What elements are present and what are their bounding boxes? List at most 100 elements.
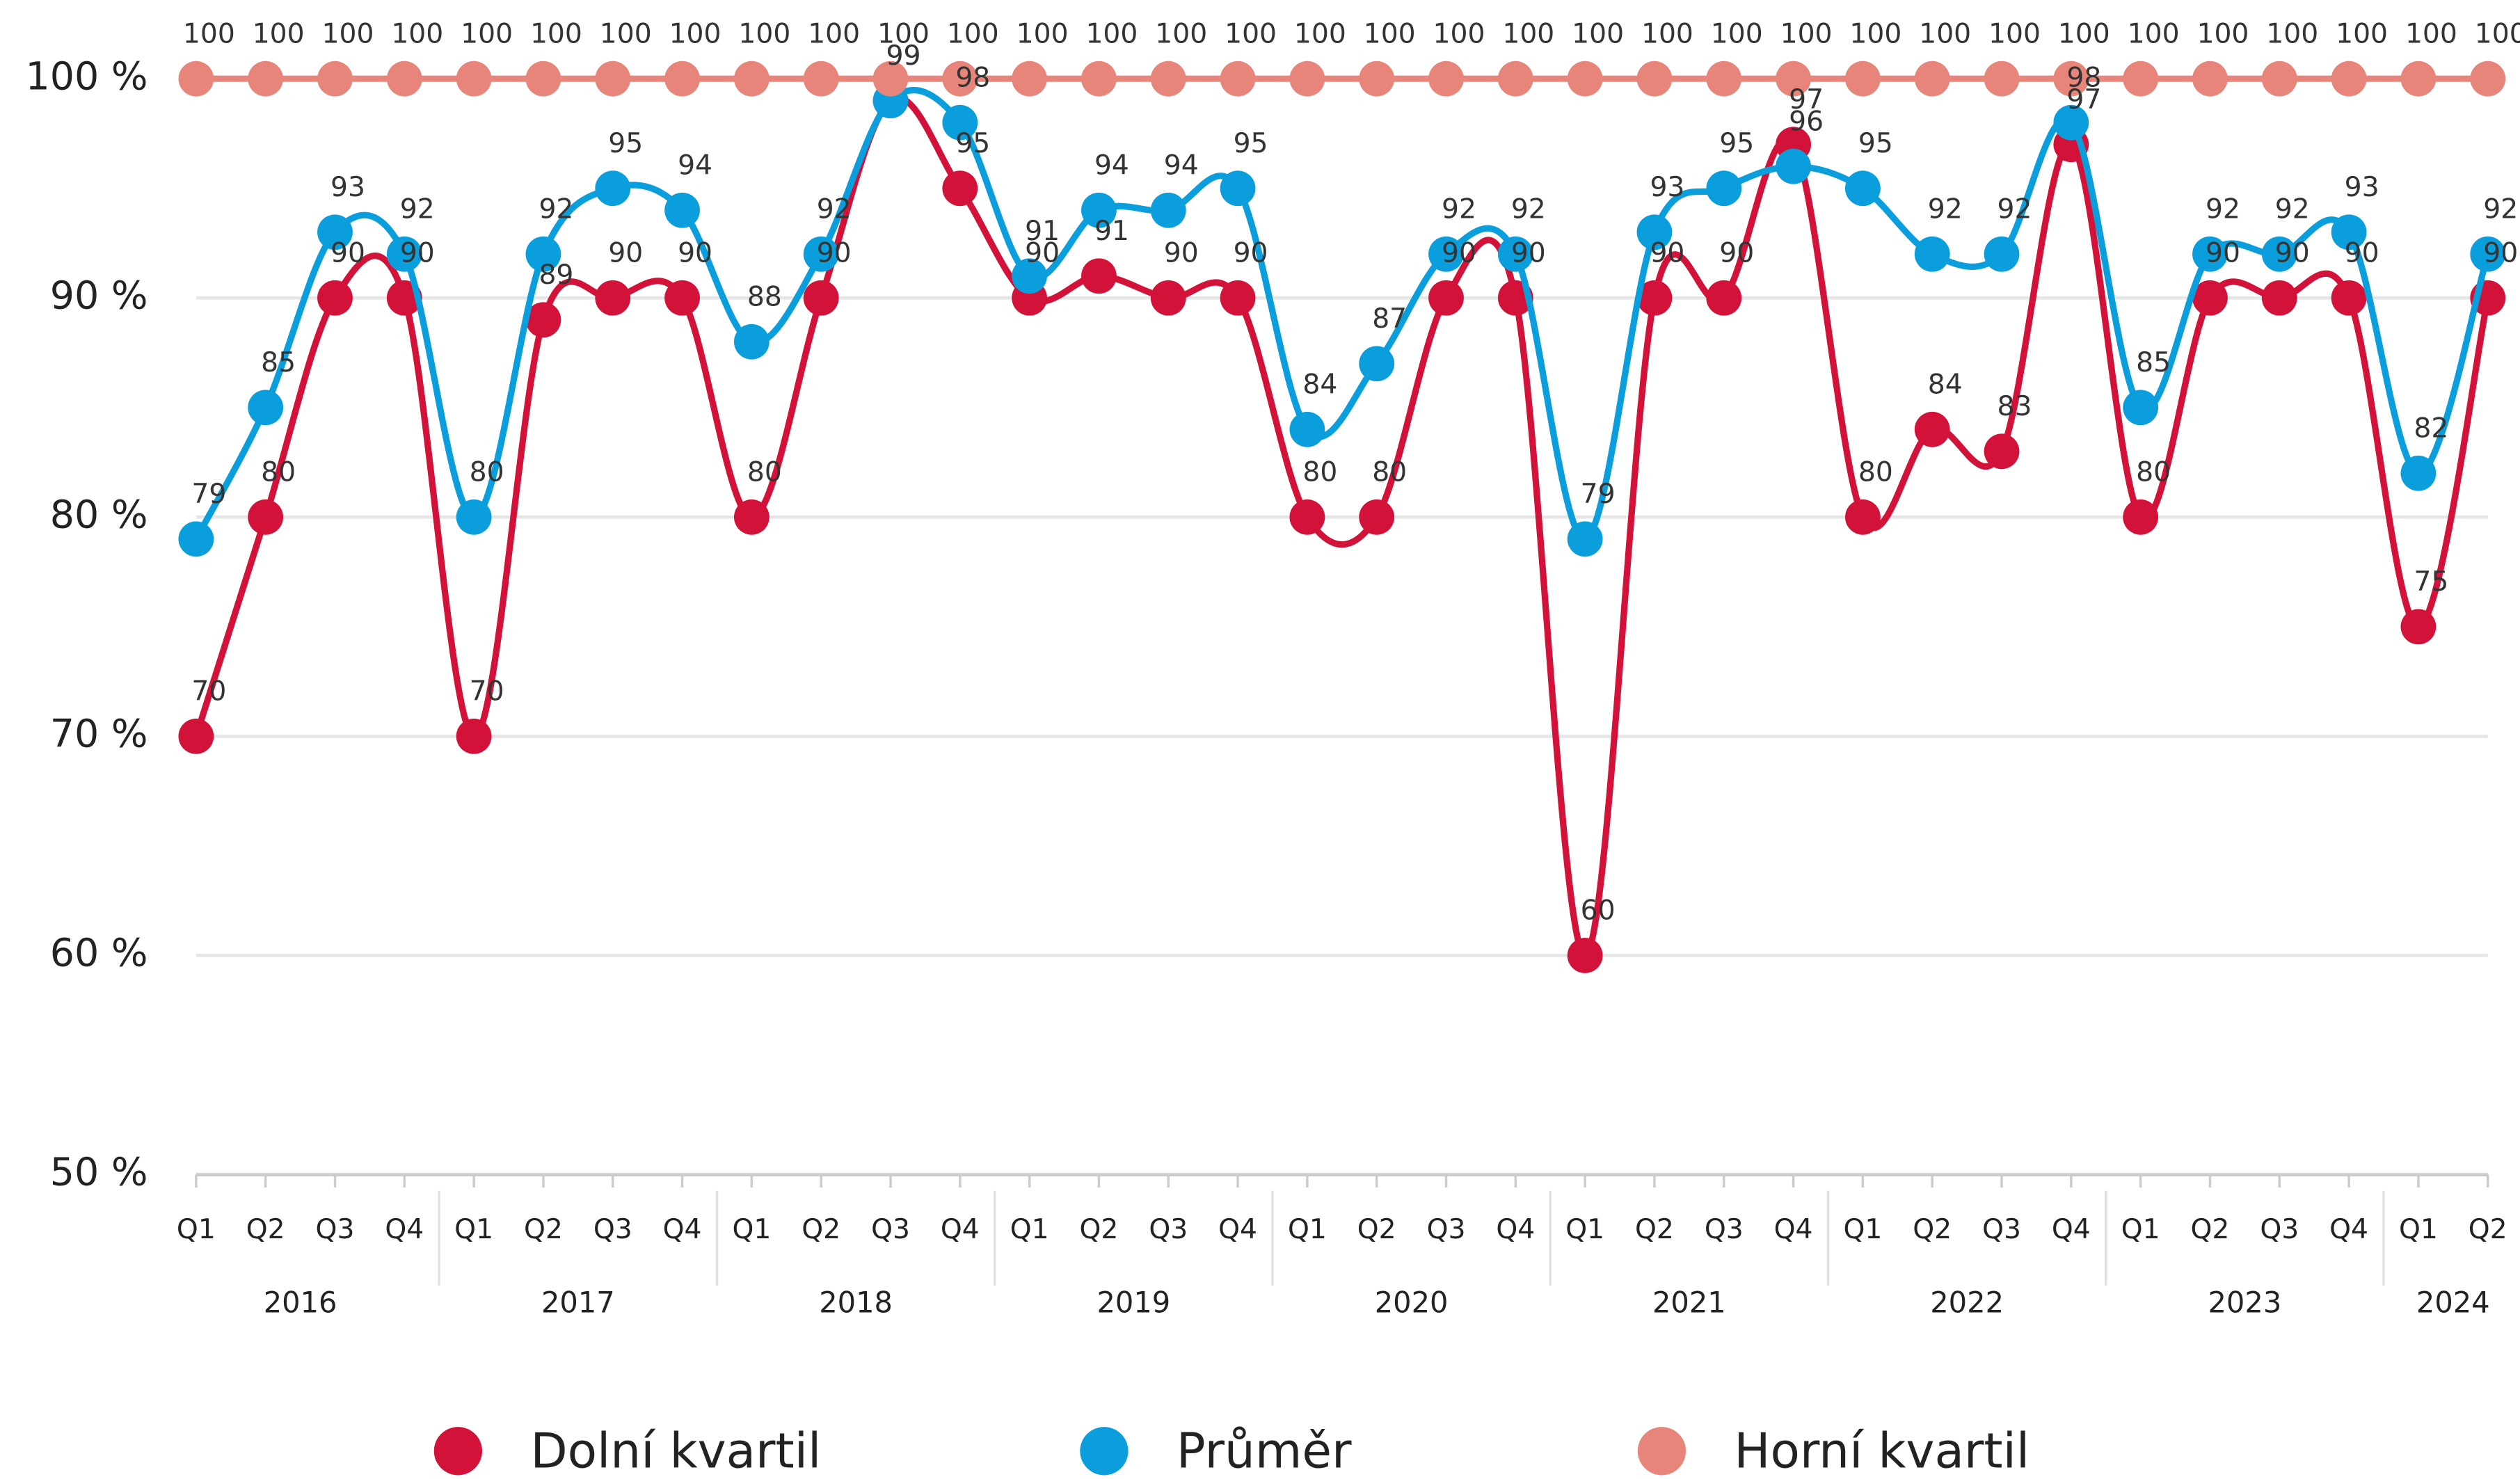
data-label: 100: [2128, 18, 2180, 49]
y-tick-label: 90 %: [50, 273, 148, 318]
data-label: 100: [1572, 18, 1624, 49]
data-point: [1636, 280, 1673, 316]
data-point: [1428, 280, 1464, 316]
data-point: [2261, 236, 2297, 272]
data-point: [1984, 433, 2020, 470]
data-point: [733, 61, 769, 97]
data-label: 100: [947, 18, 999, 49]
y-tick-label: 50 %: [50, 1151, 148, 1195]
data-label: 100: [322, 18, 374, 49]
data-point: [1220, 61, 1256, 97]
data-point: [1636, 214, 1673, 250]
data-point: [1289, 499, 1325, 535]
data-label: 92: [1511, 193, 1546, 225]
data-point: [803, 61, 839, 97]
data-point: [317, 280, 353, 316]
x-tick-label: Q3: [1427, 1214, 1466, 1245]
x-tick-label: Q4: [1218, 1214, 1257, 1245]
data-point: [1289, 411, 1325, 447]
data-label: 90: [1234, 237, 1268, 269]
data-label: 97: [2066, 84, 2101, 115]
year-label: 2017: [541, 1286, 615, 1320]
data-point: [2053, 61, 2089, 97]
data-label: 88: [747, 281, 782, 312]
x-tick-label: Q4: [941, 1214, 980, 1245]
data-point: [1776, 148, 1812, 184]
data-point: [1428, 236, 1464, 272]
x-tick-label: Q3: [1705, 1214, 1744, 1245]
data-label: 87: [1372, 303, 1407, 335]
data-label: 100: [2196, 18, 2249, 49]
data-point: [1359, 61, 1395, 97]
data-label: 82: [2414, 413, 2448, 444]
x-tick-label: Q3: [1149, 1214, 1188, 1245]
data-label: 90: [608, 237, 643, 269]
data-point: [664, 192, 700, 228]
data-point: [595, 280, 631, 316]
data-point: [2261, 61, 2297, 97]
data-point: [1776, 61, 1812, 97]
data-point: [1984, 61, 2020, 97]
data-label: 70: [191, 676, 226, 707]
data-point: [525, 302, 561, 338]
data-label: 100: [2266, 18, 2318, 49]
data-label: 80: [747, 456, 782, 488]
data-label: 95: [1719, 128, 1754, 159]
data-point: [2331, 61, 2367, 97]
data-label: 60: [1581, 895, 1616, 927]
data-point: [942, 104, 978, 141]
data-label: 80: [1372, 456, 1407, 488]
data-point: [525, 61, 561, 97]
data-point: [2331, 214, 2367, 250]
data-point: [456, 718, 492, 754]
data-point: [1081, 61, 1117, 97]
x-tick-label: Q4: [2329, 1214, 2368, 1245]
data-label: 96: [1789, 106, 1824, 137]
year-label: 2018: [819, 1286, 893, 1320]
data-point: [2192, 280, 2228, 316]
data-label: 90: [1650, 237, 1684, 269]
data-point: [178, 61, 214, 97]
data-point: [803, 236, 839, 272]
x-tick-label: Q3: [871, 1214, 910, 1245]
data-point: [1012, 61, 1048, 97]
data-label: 92: [2275, 193, 2310, 225]
data-point: [525, 236, 561, 272]
data-label: 90: [2206, 237, 2240, 269]
data-label: 90: [678, 237, 712, 269]
data-label: 90: [2275, 237, 2310, 269]
data-point: [178, 521, 214, 557]
year-label: 2020: [1375, 1286, 1449, 1320]
data-label: 100: [808, 18, 860, 49]
data-point: [1914, 61, 1950, 97]
data-point: [1706, 280, 1742, 316]
data-label: 100: [2058, 18, 2110, 49]
data-label: 90: [817, 237, 852, 269]
data-label: 92: [1928, 193, 1963, 225]
data-point: [1567, 521, 1603, 557]
data-point: [1220, 280, 1256, 316]
data-point: [2192, 61, 2228, 97]
data-label: 92: [539, 193, 573, 225]
data-point: [1428, 61, 1464, 97]
data-point: [1636, 61, 1673, 97]
data-label: 92: [2206, 193, 2240, 225]
x-tick-label: Q3: [2260, 1214, 2299, 1245]
data-point: [1845, 61, 1881, 97]
data-point: [386, 61, 422, 97]
data-label: 92: [400, 193, 435, 225]
data-label: 95: [1858, 128, 1893, 159]
data-point: [2261, 280, 2297, 316]
data-label: 100: [1225, 18, 1277, 49]
x-tick-label: Q2: [524, 1214, 563, 1245]
x-tick-label: Q2: [246, 1214, 285, 1245]
x-tick-label: Q3: [316, 1214, 355, 1245]
data-point: [1289, 61, 1325, 97]
data-label: 100: [530, 18, 582, 49]
data-label: 100: [2475, 18, 2520, 49]
legend-marker: [433, 1427, 483, 1476]
data-point: [2192, 236, 2228, 272]
x-tick-label: Q1: [1010, 1214, 1049, 1245]
data-point: [803, 280, 839, 316]
data-point: [1150, 280, 1186, 316]
